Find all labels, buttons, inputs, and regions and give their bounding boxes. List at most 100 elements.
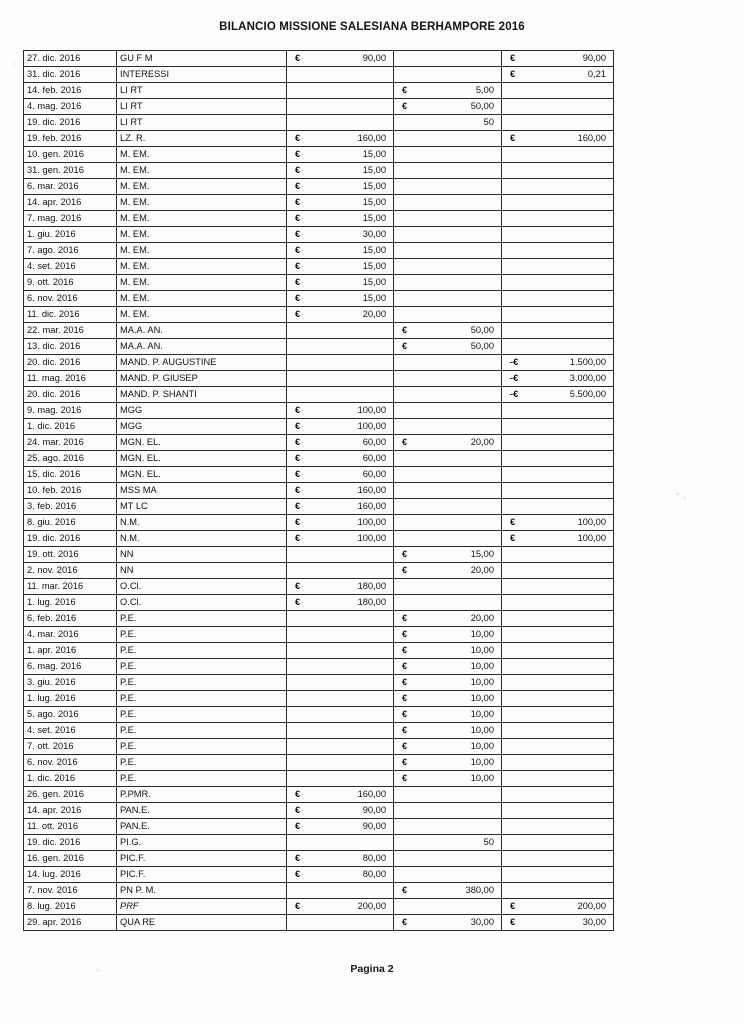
amount-value: 20,00 [470,613,494,623]
cell-date: 14. apr. 2016 [23,194,117,211]
amount-value: 15,00 [362,293,386,303]
cell-entrate [286,338,394,355]
cell-uscite [393,226,502,243]
cell-uscite [393,898,502,915]
table-row: 1. dic. 2016 P.E. €10,00 [23,770,614,787]
cell-saldo [501,882,614,899]
table-row: 4. mag. 2016 LI RT €50,00 [23,98,614,115]
cell-saldo [501,802,614,819]
table-row: 1. dic. 2016 MGG €100,00 [23,418,614,435]
cell-description: M. EM. [116,178,287,195]
currency-symbol: € [295,517,301,527]
currency-symbol: € [402,885,408,895]
currency-symbol: € [402,757,408,767]
page-title: BILANCIO MISSIONE SALESIANA BERHAMPORE 2… [219,21,525,33]
cell-date: 7. nov. 2016 [23,882,117,899]
cell-saldo: €160,00 [501,130,614,147]
amount-value: 100,00 [357,421,386,431]
cell-date: 31. dic. 2016 [23,66,117,83]
cell-date: 1. lug. 2016 [23,690,117,707]
amount-value: 180,00 [357,597,386,607]
amount-value: 50 [483,837,494,847]
table-row: 3. giu. 2016 P.E. €10,00 [23,674,614,691]
cell-uscite: €10,00 [393,658,502,675]
cell-date: 2. nov. 2016 [23,562,117,579]
currency-symbol: € [295,501,301,511]
table-row: 11. mar. 2016 O.Cl. €180,00 [23,578,614,595]
table-row: 24. mar. 2016 MGN. EL. €60,00 €20,00 [23,434,614,451]
cell-saldo [501,114,614,131]
cell-description: P.E. [116,754,287,771]
cell-saldo [501,258,614,275]
cell-entrate: €100,00 [286,402,394,419]
cell-description: GU F M [116,50,287,67]
cell-entrate: €90,00 [286,818,394,835]
cell-saldo: €200,00 [501,898,614,915]
cell-uscite: €50,00 [393,322,502,339]
amount-value: 10,00 [470,693,494,703]
cell-uscite: €10,00 [393,770,502,787]
currency-symbol: € [295,149,301,159]
cell-description: MGN. EL. [116,450,287,467]
currency-symbol: € [402,437,408,447]
cell-saldo [501,82,614,99]
amount-value: 15,00 [362,245,386,255]
cell-uscite: €20,00 [393,562,502,579]
currency-symbol: € [295,229,301,239]
cell-description: MAND. P. GIUSEP [116,370,287,387]
cell-date: 7. ott. 2016 [23,738,117,755]
cell-entrate [286,610,394,627]
cell-saldo [501,866,614,883]
amount-value: 180,00 [357,581,386,591]
amount-value: 60,00 [362,469,386,479]
cell-saldo [501,226,614,243]
currency-symbol: € [295,213,301,223]
cell-entrate [286,722,394,739]
amount-value: 60,00 [362,453,386,463]
cell-description: M. EM. [116,274,287,291]
table-row: 29. apr. 2016 QUA RE €30,00 €30,00 [23,914,614,931]
currency-symbol: € [295,581,301,591]
cell-date: 24. mar. 2016 [23,434,117,451]
cell-uscite [393,466,502,483]
amount-value: 10,00 [470,629,494,639]
cell-description: P.PMR. [116,786,287,803]
cell-description: P.E. [116,626,287,643]
currency-symbol: € [295,53,301,63]
cell-saldo [501,194,614,211]
table-row: 20. dic. 2016 MAND. P. SHANTI -€ 5.500,00 [23,386,614,403]
cell-description: N.M. [116,530,287,547]
currency-symbol: € [510,53,516,63]
table-row: 31. dic. 2016 INTERESSI €0,21 [23,66,614,83]
cell-entrate [286,658,394,675]
cell-saldo [501,850,614,867]
cell-saldo [501,418,614,435]
currency-symbol: € [295,293,301,303]
cell-date: 11. ott. 2016 [23,818,117,835]
cell-saldo [501,674,614,691]
cell-uscite: €30,00 [393,914,502,931]
table-row: 4. mar. 2016 P.E. €10,00 [23,626,614,643]
cell-saldo [501,402,614,419]
currency-symbol: € [510,133,516,143]
scan-speck [684,497,686,499]
amount-value: 80,00 [362,869,386,879]
currency-symbol: € [510,69,516,79]
cell-date: 19. dic. 2016 [23,114,117,131]
cell-description: P.E. [116,642,287,659]
cell-description: M. EM. [116,242,287,259]
cell-entrate: €160,00 [286,130,394,147]
amount-value: 30,00 [582,917,606,927]
amount-value: 100,00 [357,533,386,543]
cell-entrate: €100,00 [286,530,394,547]
scan-speck [13,63,15,65]
cell-uscite [393,258,502,275]
currency-symbol: € [402,613,408,623]
cell-description: MSS MA [116,482,287,499]
cell-saldo [501,690,614,707]
cell-date: 11. mar. 2016 [23,578,117,595]
currency-symbol: € [295,597,301,607]
cell-entrate [286,546,394,563]
cell-entrate: €180,00 [286,578,394,595]
cell-uscite: €10,00 [393,642,502,659]
